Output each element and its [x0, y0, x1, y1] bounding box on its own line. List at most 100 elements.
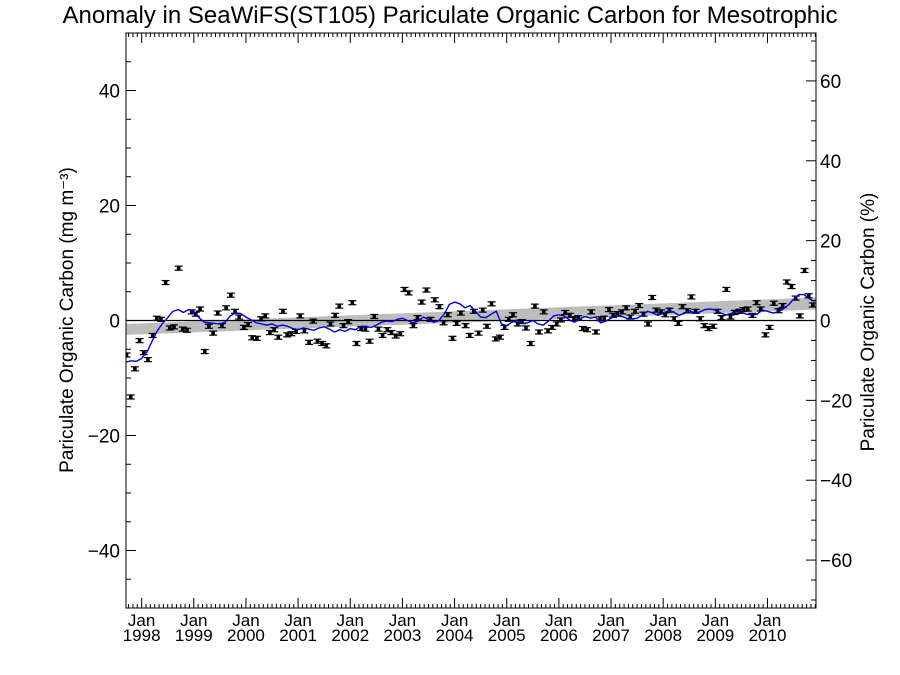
data-point	[391, 333, 400, 339]
data-point	[652, 307, 661, 313]
data-point	[709, 323, 718, 329]
data-point	[143, 356, 152, 363]
data-point	[200, 348, 209, 355]
y-tick-label-right: −40	[820, 471, 852, 492]
chart-title: Anomaly in SeaWiFS(ST105) Pariculate Org…	[62, 2, 838, 29]
data-point	[305, 339, 314, 345]
data-point	[769, 300, 778, 306]
x-tick-label-year: 2009	[696, 626, 734, 645]
data-point	[309, 318, 318, 324]
data-point	[331, 312, 340, 318]
x-tick-label-month: Jan	[649, 611, 676, 630]
y-tick-label-right: −20	[820, 391, 852, 412]
data-point	[482, 323, 491, 329]
y-tick-label-left: −40	[88, 542, 120, 563]
data-point	[782, 279, 791, 285]
x-tick-label-year: 2003	[384, 626, 422, 645]
x-tick-label-month: Jan	[545, 611, 572, 630]
trend-confidence-band	[126, 297, 816, 335]
data-point	[526, 340, 535, 347]
y-tick-label-left: 40	[99, 82, 120, 103]
y-tick-label-right: −60	[820, 551, 852, 572]
data-point	[474, 330, 483, 336]
y-tick-label-left: 20	[99, 197, 120, 218]
data-point	[344, 319, 353, 325]
y-tick-label-right: 40	[820, 152, 841, 173]
data-point	[622, 305, 631, 311]
data-point	[174, 265, 183, 271]
data-point	[587, 309, 596, 315]
data-point	[539, 309, 548, 315]
data-point	[183, 327, 192, 333]
data-point	[591, 329, 600, 335]
data-point	[313, 338, 322, 344]
data-point	[252, 335, 261, 341]
data-point	[244, 321, 253, 328]
data-point	[274, 334, 283, 340]
x-tick-label-year: 2001	[279, 626, 317, 645]
data-point	[370, 313, 379, 320]
data-point	[604, 306, 613, 313]
data-point	[226, 292, 235, 298]
data-point	[495, 334, 504, 340]
data-point	[152, 315, 161, 321]
x-tick-label-month: Jan	[597, 611, 624, 630]
data-point	[800, 267, 809, 274]
smoothed-anomaly-line	[126, 293, 815, 363]
data-point	[126, 394, 135, 400]
data-point	[222, 305, 231, 311]
data-point	[278, 308, 287, 314]
y-tick-label-left: 0	[109, 312, 120, 333]
data-point	[456, 310, 465, 316]
x-tick-label-month: Jan	[232, 611, 259, 630]
x-tick-label-year: 2004	[436, 626, 474, 645]
data-point	[296, 313, 305, 319]
data-point	[522, 325, 531, 331]
data-point	[787, 283, 796, 290]
x-tick-label-year: 2006	[540, 626, 578, 645]
data-point	[417, 299, 426, 305]
x-tick-label-year: 2000	[227, 626, 265, 645]
data-point	[169, 324, 178, 330]
data-point	[795, 313, 804, 319]
x-tick-label-month: Jan	[702, 611, 729, 630]
data-point	[352, 340, 361, 347]
data-point	[556, 317, 565, 323]
data-point	[465, 332, 474, 339]
data-point	[478, 307, 487, 313]
data-point	[130, 366, 139, 372]
data-point	[422, 287, 431, 293]
data-point	[635, 302, 644, 309]
data-point	[508, 312, 517, 318]
x-tick-label-year: 1998	[123, 626, 161, 645]
y-tick-label-right: 60	[820, 72, 841, 93]
data-point	[761, 332, 770, 338]
data-point	[270, 327, 279, 333]
data-point	[583, 327, 592, 333]
data-point	[743, 306, 752, 312]
x-tick-label-month: Jan	[284, 611, 311, 630]
data-point	[348, 300, 357, 306]
data-point	[487, 301, 496, 307]
data-point	[530, 303, 539, 309]
data-point	[139, 350, 148, 356]
data-point	[439, 320, 448, 326]
data-point	[717, 315, 726, 321]
data-point	[161, 279, 170, 286]
y-axis-label-right: Pariculate Organic Carbon (%)	[858, 193, 879, 452]
data-point	[726, 314, 735, 320]
x-tick-label-year: 2005	[488, 626, 526, 645]
data-point	[213, 310, 222, 316]
x-tick-label-month: Jan	[180, 611, 207, 630]
x-tick-label-year: 2008	[644, 626, 682, 645]
data-point	[404, 290, 413, 296]
x-tick-label-month: Jan	[389, 611, 416, 630]
data-point	[535, 329, 544, 335]
data-point	[126, 352, 131, 358]
data-point	[135, 338, 144, 344]
data-point	[396, 331, 405, 337]
y-tick-label-right: 0	[820, 312, 831, 333]
data-point	[696, 316, 705, 322]
data-point	[378, 332, 387, 339]
